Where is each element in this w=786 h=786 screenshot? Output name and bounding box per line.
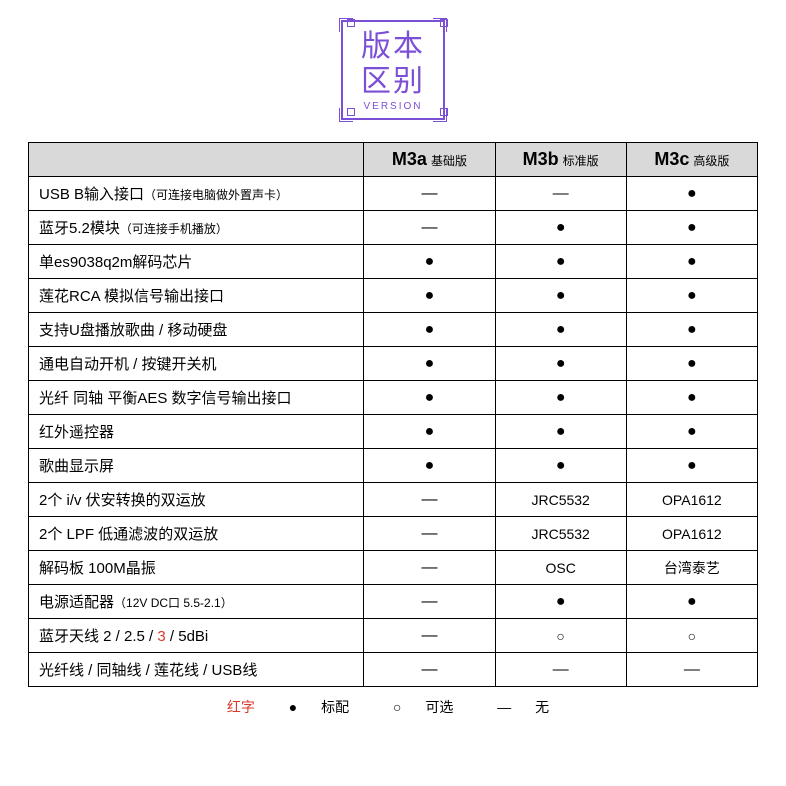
feature-label: 电源适配器（12V DC口 5.5-2.1） (29, 585, 364, 619)
cell: ● (364, 279, 495, 313)
feature-label: 莲花RCA 模拟信号输出接口 (29, 279, 364, 313)
feature-label: 蓝牙天线 2 / 2.5 / 3 / 5dBi (29, 619, 364, 653)
table-row: 2个 i/v 伏安转换的双运放—JRC5532OPA1612 (29, 483, 758, 517)
table-row: USB B输入接口（可连接电脑做外置声卡）——● (29, 177, 758, 211)
header-version-2: M3c高级版 (626, 143, 757, 177)
cell: ● (626, 415, 757, 449)
cell: OSC (495, 551, 626, 585)
cell: — (364, 653, 495, 687)
table-row: 2个 LPF 低通滤波的双运放—JRC5532OPA1612 (29, 517, 758, 551)
cell: 台湾泰艺 (626, 551, 757, 585)
badge-line1: 版本 (361, 30, 425, 65)
cell: ● (495, 347, 626, 381)
cell: ● (626, 211, 757, 245)
table-row: 单es9038q2m解码芯片●●● (29, 245, 758, 279)
cell: — (495, 653, 626, 687)
feature-label: USB B输入接口（可连接电脑做外置声卡） (29, 177, 364, 211)
title-badge: 版本 区别 VERSION (28, 20, 758, 120)
legend: 红字 ● 标配 ○ 可选 — 无 (28, 697, 758, 717)
table-row: 支持U盘播放歌曲 / 移动硬盘●●● (29, 313, 758, 347)
table-row: 蓝牙5.2模块（可连接手机播放）—●● (29, 211, 758, 245)
legend-item-2: — 无 (487, 699, 559, 715)
cell: OPA1612 (626, 483, 757, 517)
legend-red: 红字 (227, 699, 255, 715)
header-version-1: M3b标准版 (495, 143, 626, 177)
cell: ● (626, 279, 757, 313)
feature-label: 2个 i/v 伏安转换的双运放 (29, 483, 364, 517)
cell: — (364, 483, 495, 517)
legend-item-0: ● 标配 (279, 699, 359, 715)
cell: ● (495, 415, 626, 449)
cell: ● (364, 449, 495, 483)
cell: ● (495, 211, 626, 245)
feature-label: 蓝牙5.2模块（可连接手机播放） (29, 211, 364, 245)
feature-label: 光纤 同轴 平衡AES 数字信号输出接口 (29, 381, 364, 415)
feature-label: 解码板 100M晶振 (29, 551, 364, 585)
cell: JRC5532 (495, 517, 626, 551)
cell: ● (626, 585, 757, 619)
table-body: USB B输入接口（可连接电脑做外置声卡）——●蓝牙5.2模块（可连接手机播放）… (29, 177, 758, 687)
cell: ● (626, 177, 757, 211)
cell: OPA1612 (626, 517, 757, 551)
cell: — (364, 211, 495, 245)
cell: ● (364, 245, 495, 279)
cell: ○ (626, 619, 757, 653)
table-row: 蓝牙天线 2 / 2.5 / 3 / 5dBi—○○ (29, 619, 758, 653)
cell: ● (495, 585, 626, 619)
header-row: M3a基础版 M3b标准版 M3c高级版 (29, 143, 758, 177)
cell: ● (495, 381, 626, 415)
badge-line2: 区别 (361, 65, 425, 100)
feature-label: 红外遥控器 (29, 415, 364, 449)
cell: ● (495, 449, 626, 483)
cell: JRC5532 (495, 483, 626, 517)
cell: — (364, 517, 495, 551)
comparison-table: M3a基础版 M3b标准版 M3c高级版 USB B输入接口（可连接电脑做外置声… (28, 142, 758, 687)
feature-label: 光纤线 / 同轴线 / 莲花线 / USB线 (29, 653, 364, 687)
feature-label: 歌曲显示屏 (29, 449, 364, 483)
table-row: 电源适配器（12V DC口 5.5-2.1）—●● (29, 585, 758, 619)
table-row: 光纤线 / 同轴线 / 莲花线 / USB线——— (29, 653, 758, 687)
cell: ● (495, 313, 626, 347)
cell: — (495, 177, 626, 211)
table-row: 光纤 同轴 平衡AES 数字信号输出接口●●● (29, 381, 758, 415)
table-row: 歌曲显示屏●●● (29, 449, 758, 483)
cell: — (364, 619, 495, 653)
cell: ● (626, 347, 757, 381)
table-row: 通电自动开机 / 按键开关机●●● (29, 347, 758, 381)
cell: ○ (495, 619, 626, 653)
cell: ● (495, 279, 626, 313)
cell: ● (626, 381, 757, 415)
cell: — (626, 653, 757, 687)
cell: ● (626, 245, 757, 279)
feature-label: 通电自动开机 / 按键开关机 (29, 347, 364, 381)
cell: ● (364, 347, 495, 381)
feature-label: 单es9038q2m解码芯片 (29, 245, 364, 279)
badge-sub: VERSION (361, 101, 425, 112)
feature-label: 支持U盘播放歌曲 / 移动硬盘 (29, 313, 364, 347)
table-row: 红外遥控器●●● (29, 415, 758, 449)
cell: — (364, 177, 495, 211)
table-row: 解码板 100M晶振—OSC台湾泰艺 (29, 551, 758, 585)
feature-label: 2个 LPF 低通滤波的双运放 (29, 517, 364, 551)
badge-box: 版本 区别 VERSION (341, 20, 445, 120)
header-blank (29, 143, 364, 177)
cell: — (364, 551, 495, 585)
cell: ● (364, 313, 495, 347)
table-row: 莲花RCA 模拟信号输出接口●●● (29, 279, 758, 313)
cell: ● (626, 313, 757, 347)
cell: ● (364, 415, 495, 449)
header-version-0: M3a基础版 (364, 143, 495, 177)
cell: ● (364, 381, 495, 415)
legend-item-1: ○ 可选 (383, 699, 463, 715)
cell: — (364, 585, 495, 619)
cell: ● (495, 245, 626, 279)
cell: ● (626, 449, 757, 483)
